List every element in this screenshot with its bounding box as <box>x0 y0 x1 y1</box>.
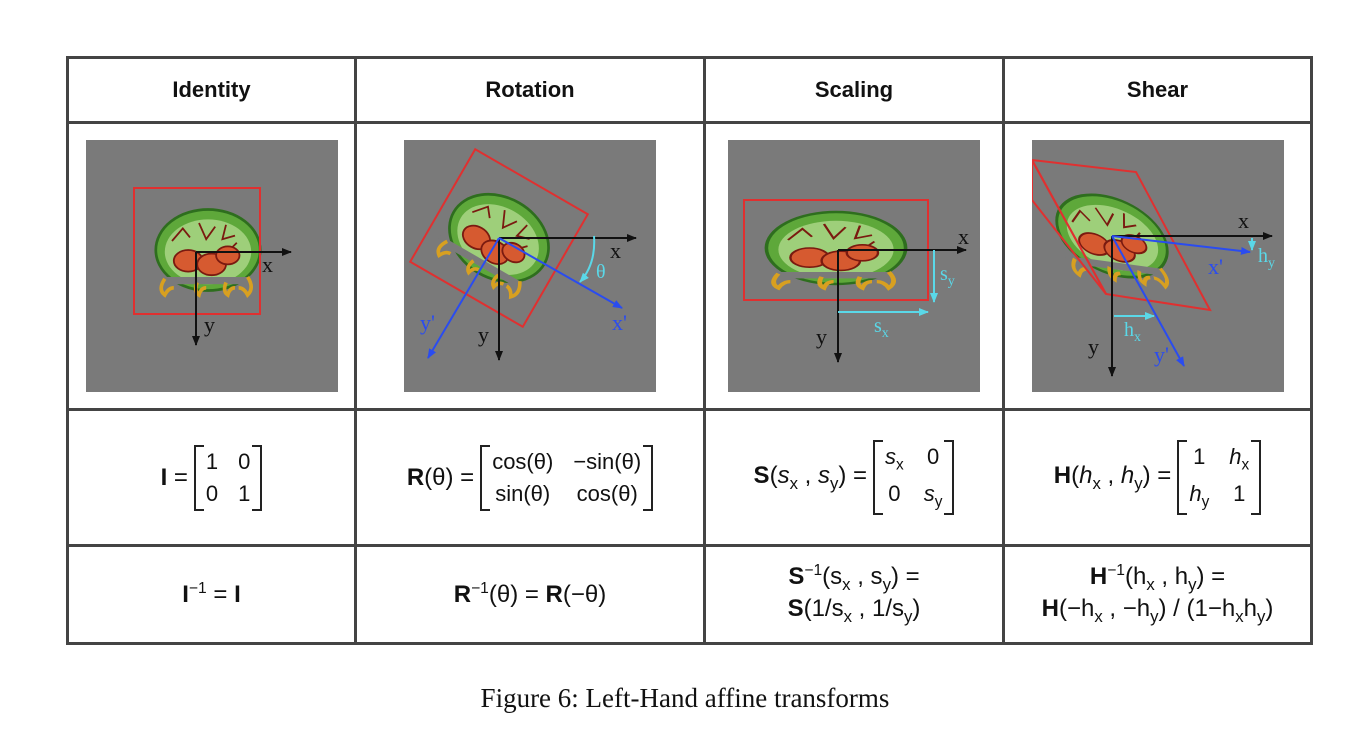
rotation-inverse-cell: R−1(θ) = R(−θ) <box>354 544 706 645</box>
matrix-entry: sx <box>885 444 904 474</box>
paren: ( <box>1071 461 1080 489</box>
shear-matrix-equation: H(hx , hy) = 1 hx hy 1 <box>1053 440 1262 515</box>
shear-inverse-line-2: H(−hx , −hy) / (1−hxhy) <box>1041 595 1274 626</box>
matrix-entry: hy <box>1189 480 1210 510</box>
figure-caption: Figure 6: Left-Hand affine transforms <box>480 683 890 713</box>
scaling-y-label: y <box>816 324 827 349</box>
subscript: x <box>1092 473 1101 493</box>
affine-transforms-table: Identity Rotation Scaling Shear x y <box>66 56 1313 645</box>
equals-sign: = <box>167 463 188 491</box>
matrix-entry: cos(θ) <box>492 448 554 474</box>
rotation-image-cell: x y x' y' θ <box>354 121 706 411</box>
separator: , <box>1100 461 1121 489</box>
rotation-matrix-equation: R(θ) = cos(θ) −sin(θ) sin(θ) cos(θ) <box>406 444 654 511</box>
identity-y-label: y <box>204 312 215 337</box>
identity-matrix-equation: I = 1 0 0 1 <box>160 444 263 511</box>
rotation-theta-label: θ <box>596 261 606 283</box>
matrix-entry: 0 <box>205 480 219 506</box>
scaling-inverse-cell: S−1(sx , sy) = S(1/sx , 1/sy) <box>703 544 1005 645</box>
paren: ( <box>769 461 778 489</box>
shear-y-label: y <box>1088 334 1099 359</box>
scaling-inverse-line-2: S(1/sx , 1/sy) <box>787 595 921 626</box>
matrix-entry: 1 <box>1193 444 1206 470</box>
identity-x-label: x <box>262 252 273 277</box>
shear-matrix: 1 hx hy 1 <box>1177 440 1262 515</box>
rotation-matrix-cell: R(θ) = cos(θ) −sin(θ) sin(θ) cos(θ) <box>354 408 706 547</box>
rotation-illustration: x y x' y' θ <box>404 140 656 392</box>
matrix-entry: 1 <box>1233 480 1246 506</box>
matrix-entry: 0 <box>238 448 251 474</box>
rotation-xprime-label: x' <box>612 310 627 335</box>
separator: , <box>797 461 818 489</box>
rotation-symbol: R <box>406 463 425 491</box>
scaling-sx-label: sx <box>874 315 889 341</box>
rotation-inverse-formula: R−1(θ) = R(−θ) <box>453 580 607 608</box>
identity-inverse-formula: I−1 = I <box>182 580 241 608</box>
matrix-entry: 1 <box>205 448 219 474</box>
matrix-entry: 0 <box>888 480 901 506</box>
shear-matrix-cell: H(hx , hy) = 1 hx hy 1 <box>1002 408 1313 547</box>
scaling-matrix-equation: S(sx , sy) = sx 0 0 sy <box>754 440 955 515</box>
subscript: y <box>1134 473 1143 493</box>
shear-symbol: H <box>1053 461 1072 489</box>
shear-y-var: h <box>1120 461 1135 489</box>
matrix-entry: cos(θ) <box>576 480 638 506</box>
scaling-illustration: x y sy sx <box>728 140 980 392</box>
header-scaling: Scaling <box>703 56 1005 124</box>
shear-xprime-label: x' <box>1208 254 1223 279</box>
matrix-entry: −sin(θ) <box>573 448 642 474</box>
shear-inverse-line-1: H−1(hx , hy) = <box>1089 562 1226 594</box>
shear-x-var: h <box>1079 461 1093 489</box>
shear-yprime-label: y' <box>1154 342 1169 367</box>
matrix-entry: 0 <box>926 444 940 470</box>
scaling-sy-label: sy <box>940 263 955 289</box>
shear-illustration: x y x' y' hy hx <box>1031 140 1284 392</box>
matrix-entry: hx <box>1229 444 1250 474</box>
rotation-yprime-label: y' <box>420 310 435 335</box>
rotation-argument: (θ) = <box>424 463 475 491</box>
header-identity: Identity <box>66 56 357 124</box>
shear-x-label: x <box>1238 208 1249 233</box>
scaling-inverse-line-1: S−1(sx , sy) = <box>788 562 920 594</box>
header-shear: Shear <box>1002 56 1313 124</box>
shear-image-cell: x y x' y' hy hx <box>1002 121 1313 411</box>
subscript: y <box>829 473 839 493</box>
identity-image-cell: x y <box>66 121 357 411</box>
shear-hx-label: hx <box>1124 319 1141 345</box>
rotation-y-label: y <box>478 322 489 347</box>
identity-illustration: x y <box>85 140 338 392</box>
matrix-entry: 1 <box>238 480 251 506</box>
rotation-x-label: x <box>610 238 621 263</box>
matrix-entry: sin(θ) <box>495 480 551 506</box>
paren-equals: ) = <box>1142 461 1172 489</box>
scaling-x-label: x <box>958 224 969 249</box>
identity-matrix-cell: I = 1 0 0 1 <box>66 408 357 547</box>
identity-inverse-cell: I−1 = I <box>66 544 357 645</box>
paren-equals: ) = <box>838 461 868 489</box>
header-rotation: Rotation <box>354 56 706 124</box>
shear-inverse-cell: H−1(hx , hy) = H(−hx , −hy) / (1−hxhy) <box>1002 544 1313 645</box>
identity-symbol: I <box>160 463 168 491</box>
scale-x-var: s <box>777 461 790 489</box>
matrix-entry: sy <box>923 480 943 510</box>
scale-y-var: s <box>817 461 830 489</box>
scaling-image-cell: x y sy sx <box>703 121 1005 411</box>
shear-hy-label: hy <box>1258 245 1275 271</box>
rotation-matrix: cos(θ) −sin(θ) sin(θ) cos(θ) <box>480 444 654 511</box>
scaling-matrix-cell: S(sx , sy) = sx 0 0 sy <box>703 408 1005 547</box>
scaling-matrix: sx 0 0 sy <box>873 440 955 515</box>
scaling-symbol: S <box>753 461 770 489</box>
subscript: x <box>789 473 798 493</box>
identity-matrix: 1 0 0 1 <box>193 444 263 511</box>
